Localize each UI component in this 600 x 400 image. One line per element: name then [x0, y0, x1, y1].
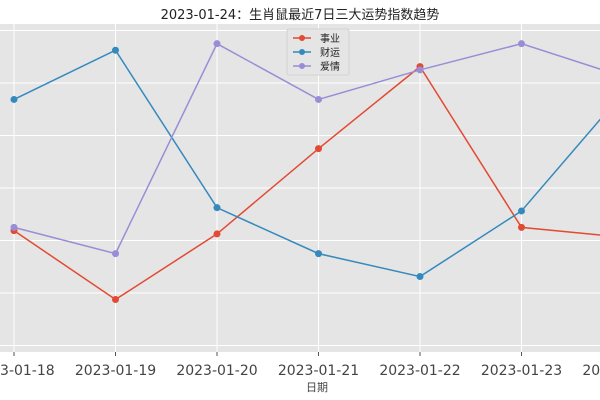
legend-swatch-marker: [299, 35, 305, 41]
data-point-事业: [213, 230, 221, 238]
data-point-爱情: [416, 66, 424, 74]
chart-title: 2023-01-24：生肖鼠最近7日三大运势指数趋势: [160, 8, 440, 23]
series-layer: [10, 40, 600, 304]
x-axis-ticks: 2023-01-18 2023-01-19 2023-01-20 2023-01-21…: [0, 352, 600, 379]
x-axis-label: 日期: [306, 381, 328, 394]
data-point-事业: [518, 223, 525, 231]
x-tick-label: 2023-01-18: [0, 363, 55, 379]
x-tick-label: 2023-01-19: [75, 363, 156, 379]
legend-label: 财运: [320, 46, 340, 59]
data-point-爱情: [213, 40, 221, 48]
data-point-财运: [213, 204, 221, 212]
legend-swatch-marker: [299, 63, 305, 69]
data-point-财运: [112, 46, 119, 54]
data-point-财运: [518, 207, 525, 215]
data-point-事业: [315, 145, 322, 153]
data-point-事业: [112, 296, 119, 304]
x-tick-label: 2023-01-23: [481, 363, 562, 379]
legend-label: 爱情: [320, 60, 340, 73]
data-point-财运: [416, 273, 424, 281]
data-point-爱情: [112, 250, 119, 258]
legend-swatch-marker: [299, 49, 305, 55]
data-point-爱情: [518, 40, 525, 48]
legend-label: 事业: [320, 32, 340, 45]
data-point-财运: [315, 250, 322, 258]
x-tick-label: 2023-01-22: [379, 363, 460, 379]
x-tick-label: 2023-01-21: [278, 363, 359, 379]
data-point-爱情: [10, 223, 18, 231]
data-point-财运: [10, 95, 18, 103]
x-tick-label: 2023-01-24: [582, 363, 600, 379]
x-tick-label: 2023-01-20: [176, 363, 257, 379]
data-point-爱情: [315, 95, 322, 103]
